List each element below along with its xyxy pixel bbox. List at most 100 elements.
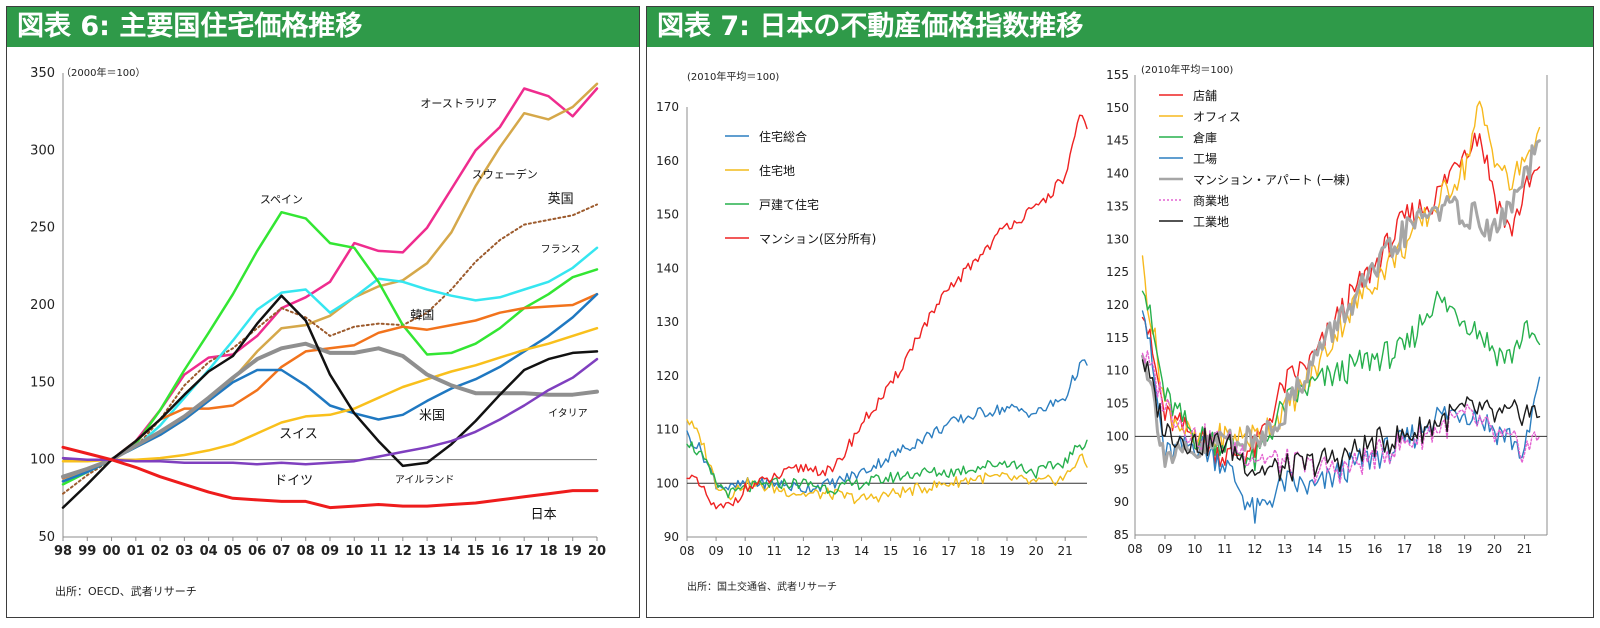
data-point: [451, 188, 452, 189]
data-point: [329, 352, 330, 353]
y-tick-label: 170: [656, 100, 679, 114]
data-point: [596, 294, 597, 295]
data-point: [524, 113, 525, 114]
data-point: [402, 355, 403, 356]
data-point: [948, 289, 949, 290]
data-point: [257, 335, 258, 336]
data-point: [548, 493, 549, 494]
series-line-series: [61, 294, 599, 509]
data-point: [281, 348, 282, 349]
data-point: [184, 408, 185, 409]
y-tick-label: 120: [1106, 298, 1129, 312]
data-point: [861, 483, 862, 484]
x-tick-label: 11: [369, 544, 387, 559]
data-point: [890, 386, 891, 387]
data-point: [354, 326, 355, 327]
data-point: [62, 447, 63, 448]
y-tick-label: 115: [1106, 331, 1129, 345]
data-point: [1479, 107, 1480, 108]
x-tick-label: 12: [394, 544, 412, 559]
data-point: [354, 247, 355, 248]
data-point: [572, 490, 573, 491]
data-point: [135, 461, 136, 462]
data-point: [596, 328, 597, 329]
data-point: [257, 464, 258, 465]
y-tick-label: 110: [656, 423, 679, 437]
data-point: [257, 389, 258, 390]
data-point: [159, 419, 160, 420]
data-point: [1086, 467, 1087, 468]
x-tick-label: 10: [345, 544, 363, 559]
series-label-series: 日本: [531, 507, 557, 522]
data-point: [62, 458, 63, 459]
data-point: [232, 462, 233, 463]
data-point: [596, 351, 597, 352]
data-point: [426, 374, 427, 375]
legend-label: オフィス: [1193, 110, 1241, 124]
series-line-series: [61, 445, 599, 510]
data-point: [305, 218, 306, 219]
data-point: [572, 267, 573, 268]
data-point: [774, 488, 775, 489]
data-point: [861, 424, 862, 425]
data-point: [774, 483, 775, 484]
data-point: [426, 354, 427, 355]
y-tick-label: 90: [664, 530, 679, 544]
data-point: [426, 227, 427, 228]
data-point: [1142, 265, 1143, 266]
x-tick-label: 20: [1028, 544, 1043, 558]
data-point: [572, 106, 573, 107]
data-point: [159, 431, 160, 432]
data-point: [475, 365, 476, 366]
x-tick-label: 99: [78, 544, 96, 559]
y-axis-unit-commercial: (2010年平均＝100): [1141, 63, 1233, 76]
data-point: [378, 397, 379, 398]
data-point: [426, 289, 427, 290]
data-point: [499, 357, 500, 358]
y-tick-label: 100: [30, 453, 55, 468]
data-point: [572, 317, 573, 318]
data-point: [1254, 449, 1255, 450]
data-point: [890, 493, 891, 494]
legend-label: 倉庫: [1193, 130, 1217, 145]
data-point: [135, 441, 136, 442]
data-point: [1224, 462, 1225, 463]
x-tick-label: 13: [1277, 542, 1292, 556]
data-point: [281, 462, 282, 463]
data-point: [1374, 442, 1375, 443]
chart-major-country-house-prices: （2000年＝100） 出所：OECD、武者リサーチ 5010015020025…: [30, 66, 606, 598]
data-point: [378, 250, 379, 251]
data-point: [87, 453, 88, 454]
data-point: [701, 488, 702, 489]
data-point: [232, 382, 233, 383]
data-point: [378, 441, 379, 442]
data-point: [1494, 193, 1495, 194]
data-point: [426, 462, 427, 463]
data-point: [329, 414, 330, 415]
x-tick-label: 09: [708, 544, 723, 558]
data-point: [686, 418, 687, 419]
plot-2: 85 90 95 100 105 110 115 120 125 130 135 140 145 150 1…: [1106, 68, 1548, 556]
data-point: [1509, 416, 1510, 417]
data-point: [281, 328, 282, 329]
source-note: 出所：国土交通省、武者リサーチ: [687, 580, 837, 593]
data-point: [919, 472, 920, 473]
data-point: [281, 369, 282, 370]
data-point: [1079, 117, 1080, 118]
series-label-series: スイス: [279, 427, 318, 442]
x-tick-label: 02: [151, 544, 169, 559]
data-point: [1086, 128, 1087, 129]
data-point: [572, 304, 573, 305]
y-tick-label: 90: [1114, 495, 1129, 509]
data-point: [354, 345, 355, 346]
data-point: [329, 315, 330, 316]
data-point: [208, 357, 209, 358]
data-point: [1344, 370, 1345, 371]
data-point: [548, 219, 549, 220]
data-point: [354, 297, 355, 298]
y-tick-label: 50: [38, 530, 55, 545]
data-point: [159, 461, 160, 462]
data-point: [305, 297, 306, 298]
x-tick-label: 10: [738, 544, 753, 558]
data-point: [257, 323, 258, 324]
